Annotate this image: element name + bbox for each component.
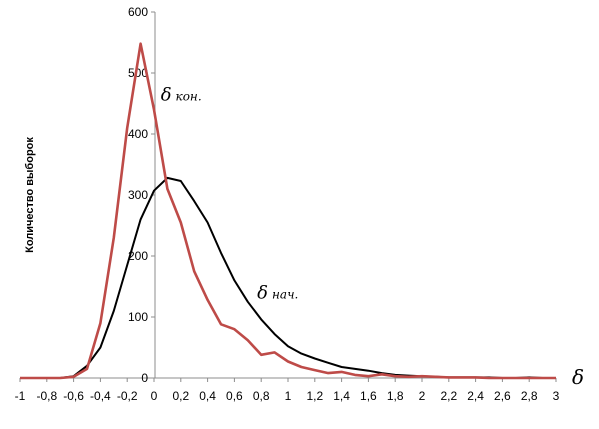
x-tick-label: 1,4 — [333, 389, 350, 403]
y-tick-label: 600 — [128, 5, 148, 19]
y-tick-label: 400 — [128, 127, 148, 141]
x-tick-label: 1,6 — [360, 389, 377, 403]
series-annotation: δ нач. — [257, 283, 298, 304]
y-tick-label: 500 — [128, 66, 148, 80]
x-tick-label: -0,2 — [117, 389, 138, 403]
x-tick-label: -0,6 — [63, 389, 84, 403]
y-axis-label: Количество выборок — [24, 137, 36, 253]
x-tick-label: -0,8 — [36, 389, 57, 403]
series-line-2 — [20, 42, 556, 380]
x-tick-label: -0,4 — [90, 389, 111, 403]
x-tick-label: 0,4 — [199, 389, 216, 403]
series-line-1 — [20, 176, 556, 379]
x-tick-label: 2,4 — [467, 389, 484, 403]
x-axis-label: δ — [572, 365, 584, 389]
x-tick-label: 0,2 — [172, 389, 189, 403]
y-tick-label: 100 — [128, 310, 148, 324]
x-tick-label: 3 — [553, 389, 560, 403]
annotations: δ кон. δ нач. — [161, 84, 299, 303]
y-axis-label-group: Количество выборок — [24, 137, 36, 253]
x-tick-label: 0 — [151, 389, 158, 403]
x-tick-label: 0,8 — [253, 389, 270, 403]
x-tick-label: 1,2 — [306, 389, 323, 403]
series-annotation: δ кон. — [161, 84, 202, 105]
x-ticks: -1 -0,8 -0,6 -0,4 -0,2 0 0,2 0,4 0,6 0,8 1 1,2 1,4 1,… — [15, 378, 560, 403]
y-ticks: 0 100 200 300 400 500 600 — [128, 5, 155, 385]
x-tick-label: 2,8 — [521, 389, 538, 403]
x-tick-label: 0,6 — [226, 389, 243, 403]
x-tick-label: 1,8 — [387, 389, 404, 403]
x-tick-label: -1 — [15, 389, 26, 403]
y-tick-label: 300 — [128, 188, 148, 202]
y-tick-label: 200 — [128, 249, 148, 263]
x-tick-label: 2,6 — [494, 389, 511, 403]
x-tick-label: 2,2 — [440, 389, 457, 403]
x-tick-label: 2 — [419, 389, 426, 403]
y-tick-label: 0 — [141, 371, 148, 385]
series-group — [20, 42, 556, 380]
x-tick-label: 1 — [285, 389, 292, 403]
